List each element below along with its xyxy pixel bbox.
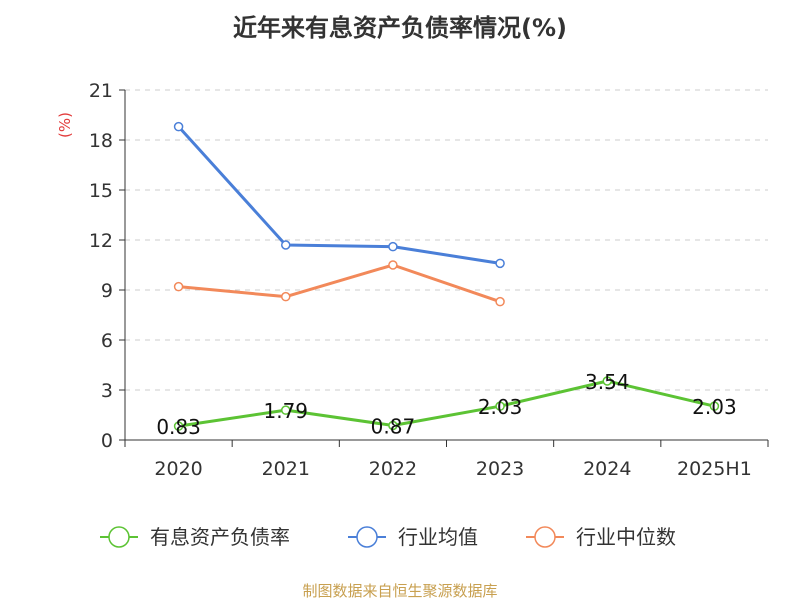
x-tick-label: 2023 [476,458,524,480]
legend-marker [356,526,378,548]
y-tick-label: 15 [89,180,113,202]
y-tick-label: 9 [101,280,113,302]
y-tick-label: 0 [101,430,113,452]
x-tick-label: 2024 [583,458,631,480]
data-label: 1.79 [263,399,308,423]
series-line-0 [178,379,715,428]
data-point [281,291,291,302]
series-line-1 [177,125,501,265]
y-tick-label: 21 [89,80,113,102]
data-label: 2.03 [478,395,523,419]
x-tick-label: 2022 [369,458,417,480]
data-label: 2.03 [692,395,737,419]
x-tick-label: 2025H1 [677,458,752,480]
data-point [495,258,505,269]
data-point [709,401,720,411]
y-tick-label: 18 [89,130,113,152]
y-tick-label: 3 [101,380,113,402]
data-point [495,296,505,307]
x-tick-label: 2020 [154,458,202,480]
y-axis-label: (%) [56,112,74,138]
x-tick-label: 2021 [262,458,310,480]
source-footer: 制图数据来自恒生聚源数据库 [302,582,498,600]
data-point [495,401,505,411]
y-tick-label: 6 [101,330,113,352]
legend-label: 有息资产负债率 [150,525,290,549]
y-tick-label: 12 [89,230,113,252]
data-point [281,240,291,250]
data-label: 0.83 [156,415,201,439]
data-label: 3.54 [585,370,630,394]
data-point [602,376,612,386]
data-point [388,260,398,270]
data-point [388,420,398,431]
chart-title: 近年来有息资产负债率情况(%) [233,14,567,42]
legend-marker [534,526,556,548]
data-point [173,421,184,431]
data-point [388,241,398,252]
legend-marker [108,526,130,548]
data-label: 0.87 [371,415,416,439]
data-point [173,121,184,132]
legend-label: 行业均值 [398,525,478,549]
data-point [173,281,184,292]
data-point [281,405,291,415]
legend-label: 行业中位数 [576,525,676,549]
series-line-2 [178,263,501,304]
